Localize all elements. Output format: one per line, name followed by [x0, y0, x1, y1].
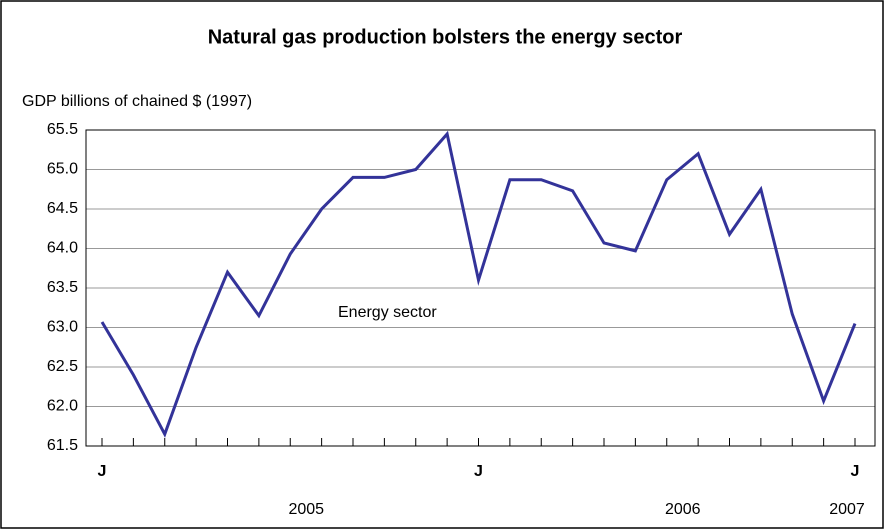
y-axis-label: GDP billions of chained $ (1997): [22, 93, 252, 110]
year-label: 2005: [288, 501, 324, 518]
annotation: Energy sector: [338, 304, 437, 321]
y-tick-label: 63.5: [47, 279, 78, 296]
y-tick-label: 62.0: [47, 398, 78, 415]
x-tick-label: J: [851, 463, 860, 480]
year-label: 2007: [829, 501, 865, 518]
chart-title: Natural gas production bolsters the ener…: [208, 26, 683, 48]
y-tick-label: 62.5: [47, 358, 78, 375]
y-tick-label: 65.0: [47, 161, 78, 178]
y-tick-label: 63.0: [47, 319, 78, 336]
x-tick-label: J: [98, 463, 107, 480]
line: [100, 130, 857, 438]
y-tick-label: 61.5: [47, 437, 78, 454]
plot-area: [85, 129, 876, 447]
y-tick-label: 64.0: [47, 240, 78, 257]
y-tick-label: 64.5: [47, 200, 78, 217]
x-tick-label: J: [474, 463, 483, 480]
year-label: 2006: [665, 501, 701, 518]
y-tick-label: 65.5: [47, 121, 78, 138]
